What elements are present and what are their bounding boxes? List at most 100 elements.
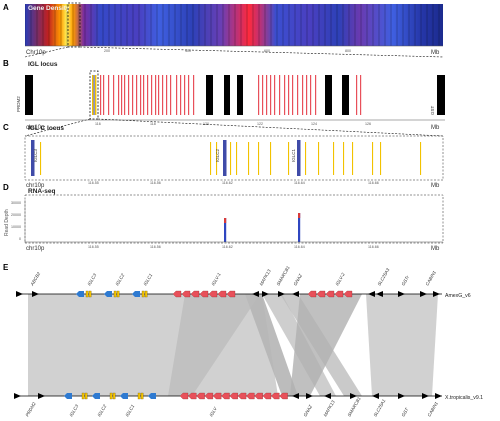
igl-v-gene-bar bbox=[274, 75, 276, 115]
top-track-genes bbox=[16, 290, 440, 298]
panel-b-tick: 122 bbox=[257, 122, 263, 126]
igl-j-segment-bar bbox=[288, 142, 290, 175]
rna-peak-igl-c1-top bbox=[298, 213, 301, 218]
igl-v-gene-bar bbox=[128, 75, 130, 115]
bottom-track-label: X.tropicalis_v9.1 bbox=[445, 395, 483, 401]
igl-v-gene-bar bbox=[310, 75, 312, 115]
panel-b-tick: 124 bbox=[311, 122, 317, 126]
top-gene-label: ABCB2 bbox=[29, 271, 41, 288]
igl-v-gene bbox=[237, 392, 247, 400]
igl-v-gene-bar bbox=[151, 75, 153, 115]
igl-c-gene bbox=[88, 290, 92, 298]
igl-v-gene bbox=[279, 392, 288, 400]
rna-peak-igl-c2-top bbox=[224, 218, 227, 223]
igl-v-gene-bar bbox=[180, 75, 182, 115]
panel-d-tick: 116.64 bbox=[294, 245, 305, 249]
igl-c-gene-bar bbox=[223, 140, 227, 176]
bottom-gene-label: IGLC1 bbox=[125, 403, 136, 417]
top-track-label: AmexG_v6 bbox=[445, 293, 471, 299]
igl-v-gene-bar bbox=[170, 75, 172, 115]
igl-v-gene bbox=[204, 392, 214, 400]
bottom-gene-label: GST bbox=[401, 406, 411, 418]
top-gene-label: CABIN1 bbox=[425, 269, 438, 286]
igl-j-gene bbox=[120, 393, 128, 399]
synteny-block-2 bbox=[366, 294, 438, 396]
read-depth-axis-label: Read Depth bbox=[4, 209, 10, 236]
right-flank-gene-label: GST bbox=[430, 105, 435, 115]
panel-c: C IGL C locus IGLC3 IGLC2 IGLC1 chr10p 1… bbox=[3, 123, 444, 189]
panel-a-tick: 600 bbox=[264, 49, 270, 53]
bottom-gene-label: IGLC2 bbox=[97, 403, 108, 417]
left-flank-gene-label: PRDM2 bbox=[16, 96, 21, 112]
igl-j-gene bbox=[104, 291, 112, 297]
panel-e: E AmexG_v6 X.tropicalis_v9.1 ABCB2 IGLC3… bbox=[3, 263, 483, 418]
flank-gene-arrow bbox=[252, 291, 259, 297]
panel-c-chrom-label: chr10p bbox=[26, 183, 45, 189]
igl-v-gene bbox=[212, 392, 222, 400]
gene-density-title: Gene Density bbox=[28, 5, 70, 12]
igl-c-bars bbox=[31, 140, 422, 176]
flank-gene-block bbox=[342, 75, 349, 115]
panel-c-tick: 116.62 bbox=[222, 181, 233, 185]
bottom-gene-label: PRDM2 bbox=[25, 401, 37, 418]
igl-c-gene-bar bbox=[95, 75, 97, 115]
panel-b: B IGL locus PRDM2 GST chr10p 116 118 120… bbox=[3, 59, 445, 131]
igl-c-gene-bar bbox=[297, 140, 301, 176]
igl-v-gene bbox=[179, 392, 189, 400]
igl-v-gene-bar bbox=[279, 75, 281, 115]
panel-b-tick: 120 bbox=[203, 122, 209, 126]
igl-j-segment-bar bbox=[420, 142, 422, 175]
bottom-gene-label: GNAZ bbox=[303, 404, 314, 418]
igl-v-gene bbox=[325, 290, 335, 298]
igl-c-gene bbox=[140, 392, 144, 400]
igl-j-segment-bar bbox=[352, 142, 354, 175]
igl-j-segment-bar bbox=[248, 142, 250, 175]
igl-v-gene-bar bbox=[136, 75, 138, 115]
panel-d-ytick: 0 bbox=[19, 237, 21, 241]
panel-d-frame bbox=[24, 194, 444, 244]
rna-peak-igl-c1 bbox=[298, 213, 301, 242]
igl-v-gene-bar bbox=[284, 75, 286, 115]
igl-j-segment-bar bbox=[270, 142, 272, 175]
igl-j-segment-bar bbox=[372, 142, 374, 175]
igl-v-gene-bar bbox=[158, 75, 160, 115]
igl-c-gene-bar bbox=[31, 140, 35, 176]
igl-locus-title: IGL locus bbox=[28, 61, 58, 68]
panel-d-tick: 116.55 bbox=[88, 245, 99, 249]
panel-b-chrom-label: chr10p bbox=[26, 125, 45, 131]
panel-c-letter: C bbox=[3, 123, 9, 132]
igl-j-gene bbox=[132, 291, 140, 297]
flank-block-left bbox=[25, 75, 33, 115]
top-gene-label: SMARCB1 bbox=[276, 265, 291, 287]
flank-gene-arrow bbox=[420, 291, 427, 297]
top-gene-label: MAPK13 bbox=[259, 268, 272, 286]
top-gene-label: IGLC3 bbox=[87, 272, 98, 286]
panel-d-ytick: 20000 bbox=[11, 213, 21, 217]
top-gene-label: GSTr bbox=[401, 275, 411, 287]
igl-c-gene-bar bbox=[93, 75, 95, 115]
igl-v-gene-bar bbox=[108, 75, 110, 115]
panel-b-tick: 126 bbox=[365, 122, 371, 126]
igl-v-gene bbox=[229, 392, 238, 400]
panel-b-tick: 118 bbox=[150, 122, 156, 126]
bottom-gene-label: SLC25A1 bbox=[373, 398, 387, 418]
igl-v-gene-bar bbox=[113, 75, 115, 115]
igl-v-gene bbox=[226, 290, 236, 298]
igl-v-gene-bar bbox=[356, 75, 358, 115]
flank-gene-arrow bbox=[262, 291, 269, 297]
rna-peak-igl-c2 bbox=[224, 218, 227, 242]
panel-c-tick: 116.56 bbox=[150, 181, 161, 185]
flank-gene-arrow bbox=[38, 393, 45, 399]
flank-gene-arrow bbox=[422, 393, 429, 399]
igl-j-gene bbox=[64, 393, 72, 399]
rna-seq-title: RNA-seq bbox=[28, 188, 55, 195]
flank-gene-arrow bbox=[376, 291, 383, 297]
panel-e-letter: E bbox=[3, 263, 9, 272]
top-gene-label: IGLC2 bbox=[115, 272, 126, 286]
igl-gene-bars bbox=[92, 75, 362, 115]
flank-gene-arrow bbox=[16, 291, 23, 297]
igl-v-gene bbox=[316, 290, 326, 298]
igl-v-gene-bar bbox=[118, 75, 120, 115]
igl-j-segment-bar bbox=[40, 142, 42, 175]
igl-v-gene-bar bbox=[306, 75, 308, 115]
